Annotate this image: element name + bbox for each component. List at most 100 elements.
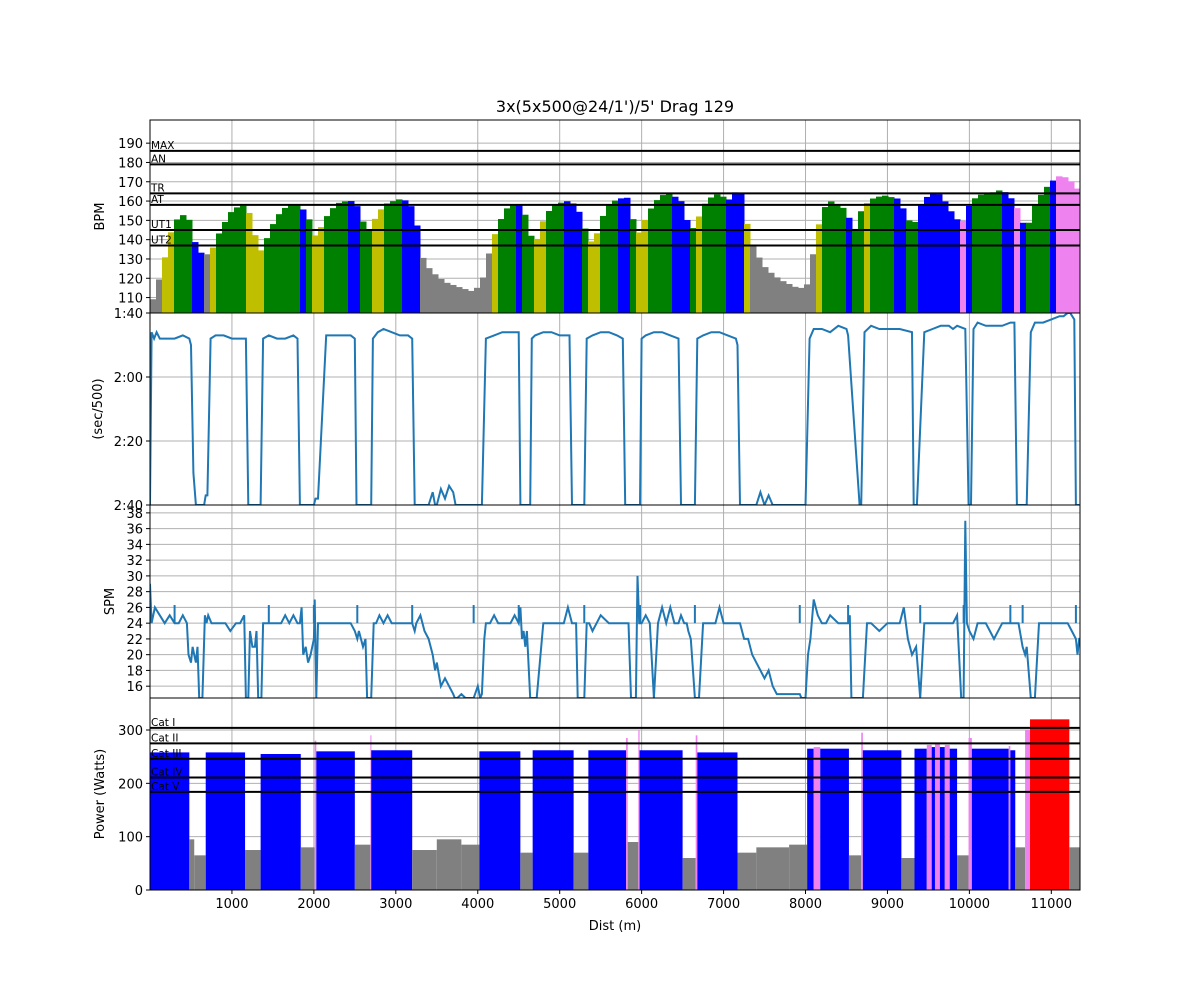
- hr-bar-blue: [192, 242, 199, 313]
- hr-bar-green: [522, 214, 529, 313]
- hr-bar-green: [630, 219, 637, 313]
- hr-bar-yellow: [636, 232, 643, 313]
- power-frame: [149, 697, 1081, 891]
- hr-bar-yellow: [258, 250, 265, 313]
- power-bar-grey: [737, 852, 757, 890]
- x-tick-label: 5000: [543, 897, 576, 912]
- pace-y-axis-label: (sec/500): [91, 378, 106, 439]
- x-tick-label: 6000: [625, 897, 658, 912]
- power-bar-grey: [756, 847, 790, 890]
- hr-bar-green: [234, 207, 241, 313]
- hr-bar-blue: [414, 225, 421, 313]
- hr-bar-blue: [942, 201, 949, 313]
- hr-bar-green: [270, 224, 277, 313]
- hr-bar-yellow: [162, 257, 169, 313]
- power-bar-grey: [461, 844, 480, 890]
- hr-bar-blue: [1020, 222, 1027, 313]
- spm-y-tick-label: 24: [126, 617, 143, 632]
- hr-bar-yellow: [252, 235, 259, 313]
- hr-bar-blue: [726, 199, 733, 313]
- power-bar-violet: [934, 743, 940, 890]
- hr-bar-green: [216, 233, 223, 313]
- power-bar-grey: [436, 839, 462, 890]
- hr-bar-blue: [678, 201, 685, 313]
- x-tick-label: 3000: [379, 897, 412, 912]
- hr-bar-green: [666, 193, 673, 313]
- hr-bar-grey: [450, 284, 457, 313]
- hr-bar-blue: [738, 193, 745, 313]
- hr-bar-green: [276, 214, 283, 313]
- hr-bar-green: [360, 221, 367, 313]
- hr-bar-green: [834, 204, 841, 313]
- zone-label-at: AT: [151, 194, 164, 206]
- power-bar-grey: [1069, 847, 1080, 890]
- hr-bar-blue: [954, 219, 961, 313]
- hr-bar-blue: [300, 209, 307, 313]
- hr-bar-green: [708, 197, 715, 313]
- power-bar-red: [1030, 719, 1070, 890]
- hr-bar-blue: [198, 252, 205, 313]
- hr-bar-green: [702, 203, 709, 313]
- hr-bar-green: [882, 195, 889, 313]
- power-bar-blue: [949, 748, 958, 890]
- power-bar-violet: [944, 744, 950, 890]
- hr-bar-green: [288, 204, 295, 313]
- power-bar-blue: [914, 748, 927, 890]
- hr-bar-grey: [204, 254, 211, 313]
- zone-label-cat-ii: Cat II: [151, 732, 178, 744]
- hr-y-tick-label: 140: [118, 234, 143, 249]
- zone-label-an: AN: [151, 153, 166, 165]
- power-bar-grey: [412, 850, 437, 890]
- spm-y-axis-label: SPM: [103, 588, 118, 615]
- hr-bar-green: [906, 220, 913, 313]
- power-bar-violet: [626, 738, 628, 890]
- power-bar-blue: [807, 748, 814, 890]
- hr-bar-green: [228, 212, 235, 313]
- spm-y-tick-label: 36: [126, 523, 143, 538]
- power-bar-violet: [638, 730, 640, 890]
- hr-bar-yellow: [744, 223, 751, 313]
- pace-y-tick-label: 2:20: [114, 435, 143, 450]
- power-bar-grey: [573, 852, 589, 890]
- hr-bar-green: [498, 219, 505, 313]
- hr-bar-green: [978, 194, 985, 313]
- hr-bar-blue: [918, 204, 925, 313]
- x-tick-label: 8000: [789, 897, 822, 912]
- hr-bar-yellow: [246, 212, 253, 313]
- hr-bar-green: [366, 229, 373, 313]
- hr-bar-blue: [618, 198, 625, 313]
- hr-bar-grey: [798, 287, 805, 313]
- hr-bar-green: [390, 201, 397, 313]
- hr-bar-blue: [516, 204, 523, 313]
- hr-bar-green: [174, 219, 181, 313]
- hr-bar-green: [240, 205, 247, 313]
- zone-label-cat-v: Cat V: [151, 781, 180, 793]
- zone-label-cat-iv: Cat IV: [151, 766, 183, 778]
- hr-bar-yellow: [378, 209, 385, 313]
- hr-bar-green: [306, 219, 313, 313]
- power-bar-violet: [695, 735, 698, 890]
- hr-bar-blue: [402, 200, 409, 313]
- spm-y-tick-label: 34: [126, 538, 143, 553]
- power-bar-violet: [861, 732, 863, 890]
- power-bar-blue: [588, 750, 627, 890]
- zone-label-ut1: UT1: [151, 219, 172, 231]
- hr-y-axis-label: BPM: [93, 203, 108, 231]
- power-bar-blue: [371, 750, 413, 890]
- hr-y-tick-label: 170: [118, 176, 143, 191]
- power-bar-violet: [1008, 746, 1011, 890]
- hr-bar-green: [876, 196, 883, 313]
- power-bar-grey: [957, 855, 969, 890]
- hr-bar-grey: [462, 289, 469, 313]
- hr-y-tick-label: 190: [118, 137, 143, 152]
- hr-bar-green: [282, 207, 289, 313]
- hr-bar-green: [330, 208, 337, 313]
- spm-series-line: [150, 520, 1080, 698]
- power-bar-blue: [150, 752, 190, 890]
- hr-bar-green: [612, 200, 619, 313]
- hr-bar-blue: [948, 211, 955, 313]
- hr-bar-green: [822, 207, 829, 313]
- hr-bar-green: [972, 198, 979, 313]
- hr-bar-yellow: [318, 227, 325, 313]
